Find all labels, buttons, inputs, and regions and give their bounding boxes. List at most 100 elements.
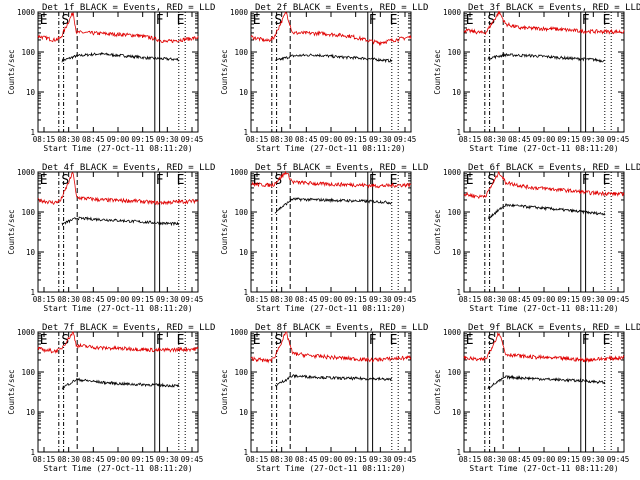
y-tick-label: 10: [452, 248, 462, 257]
x-tick-label: 08:30: [57, 455, 80, 464]
x-tick-label: 09:45: [607, 295, 630, 304]
series-events-line: [487, 52, 605, 63]
y-axis-label: Counts/sec: [220, 49, 229, 94]
marker-label: E: [177, 173, 185, 188]
x-tick-label: 08:30: [57, 135, 80, 144]
x-tick-label: 09:45: [394, 295, 417, 304]
series-lld-line: [463, 171, 625, 200]
marker-label: E: [177, 13, 185, 28]
series-lld-line: [37, 171, 199, 206]
marker-label: F: [369, 333, 377, 348]
panel-det-3: Det 3f BLACK = Events, RED = LLD 1 10 100 10…: [433, 3, 640, 153]
series-events-line: [487, 374, 606, 390]
y-axis-label: Counts/sec: [433, 369, 442, 414]
marker-label: F: [369, 173, 377, 188]
y-tick-label: 100: [447, 368, 461, 377]
y-axis-label: Counts/sec: [7, 49, 16, 94]
x-tick-label: 08:30: [483, 295, 506, 304]
y-axis-label: Counts/sec: [7, 209, 16, 254]
x-axis-label: Start Time (27-Oct-11 08:11:20): [469, 464, 618, 473]
series-lld-line: [37, 12, 199, 44]
x-tick-label: 08:15: [459, 135, 482, 144]
x-tick-label: 09:45: [607, 455, 630, 464]
panel-det-5: Det 5f BLACK = Events, RED = LLD 1 10 100 10…: [220, 163, 428, 313]
x-tick-label: 08:45: [508, 295, 531, 304]
panel-title: Det 6f BLACK = Events, RED = LLD: [468, 163, 640, 173]
marker-label: E: [40, 173, 48, 188]
series-events-line: [275, 374, 392, 388]
x-tick-label: 08:45: [508, 455, 531, 464]
y-tick-label: 100: [234, 368, 248, 377]
series-lld-line: [463, 331, 625, 363]
y-tick-label: 10: [26, 248, 36, 257]
marker-label: F: [582, 173, 590, 188]
x-tick-label: 09:30: [582, 295, 605, 304]
panel-det-2: Det 2f BLACK = Events, RED = LLD 1 10 100 10…: [220, 3, 428, 153]
marker-label: F: [156, 13, 164, 28]
y-tick-label: 1000: [230, 168, 249, 177]
y-tick-label: 1: [243, 448, 248, 457]
x-axis-label: Start Time (27-Oct-11 08:11:20): [256, 464, 405, 473]
plot-frame: [463, 171, 625, 293]
y-tick-label: 1: [456, 448, 461, 457]
marker-label: S: [487, 13, 495, 28]
marker-label: E: [603, 333, 611, 348]
x-tick-label: 09:45: [181, 455, 204, 464]
y-tick-label: 1000: [230, 8, 249, 17]
x-tick-label: 09:00: [533, 455, 556, 464]
x-axis-label: Start Time (27-Oct-11 08:11:20): [256, 144, 405, 153]
y-axis-label: Counts/sec: [433, 209, 442, 254]
x-tick-label: 09:00: [320, 295, 343, 304]
y-axis-label: Counts/sec: [433, 49, 442, 94]
x-axis-label: Start Time (27-Oct-11 08:11:20): [469, 304, 618, 313]
x-tick-label: 09:15: [557, 135, 580, 144]
x-tick-label: 09:00: [320, 455, 343, 464]
y-tick-label: 10: [26, 88, 36, 97]
plot-frame: [463, 331, 625, 453]
marker-label: E: [466, 333, 474, 348]
panel-det-8: Det 8f BLACK = Events, RED = LLD 1 10 100 10…: [220, 323, 428, 473]
y-tick-label: 10: [239, 408, 249, 417]
y-axis-label: Counts/sec: [7, 369, 16, 414]
marker-label: S: [274, 13, 282, 28]
series-events-line: [487, 203, 606, 219]
series-lld-line: [250, 331, 412, 364]
panel-det-9: Det 9f BLACK = Events, RED = LLD 1 10 100 10…: [433, 323, 640, 473]
x-axis-label: Start Time (27-Oct-11 08:11:20): [256, 304, 405, 313]
panel-title: Det 7f BLACK = Events, RED = LLD: [42, 323, 215, 333]
x-tick-label: 09:30: [369, 455, 392, 464]
marker-label: S: [487, 173, 495, 188]
x-tick-label: 08:15: [246, 295, 269, 304]
panel-title: Det 2f BLACK = Events, RED = LLD: [255, 3, 428, 13]
y-tick-label: 100: [234, 48, 248, 57]
x-tick-label: 08:45: [82, 295, 105, 304]
x-tick-label: 08:45: [508, 135, 531, 144]
x-tick-label: 09:15: [344, 135, 367, 144]
x-tick-label: 09:15: [557, 455, 580, 464]
y-tick-label: 1000: [443, 8, 462, 17]
y-tick-label: 1: [30, 128, 35, 137]
x-tick-label: 09:30: [369, 135, 392, 144]
y-tick-label: 1: [30, 448, 35, 457]
marker-label: S: [274, 333, 282, 348]
marker-label: E: [603, 13, 611, 28]
marker-label: E: [40, 333, 48, 348]
series-lld-line: [463, 10, 625, 35]
marker-label: S: [61, 13, 69, 28]
x-tick-label: 09:30: [582, 455, 605, 464]
x-axis-label: Start Time (27-Oct-11 08:11:20): [43, 304, 192, 313]
y-tick-label: 10: [452, 408, 462, 417]
x-tick-label: 09:45: [394, 455, 417, 464]
x-axis-label: Start Time (27-Oct-11 08:11:20): [43, 144, 192, 153]
y-tick-label: 1000: [17, 8, 36, 17]
series-lld-line: [250, 170, 412, 189]
x-tick-label: 08:15: [246, 135, 269, 144]
x-tick-label: 09:30: [156, 135, 179, 144]
plot-frame: [250, 171, 412, 293]
x-axis-label: Start Time (27-Oct-11 08:11:20): [469, 144, 618, 153]
marker-label: E: [40, 13, 48, 28]
series-events-line: [61, 377, 180, 390]
x-tick-label: 09:00: [533, 135, 556, 144]
marker-label: E: [390, 333, 398, 348]
x-tick-label: 08:45: [82, 455, 105, 464]
